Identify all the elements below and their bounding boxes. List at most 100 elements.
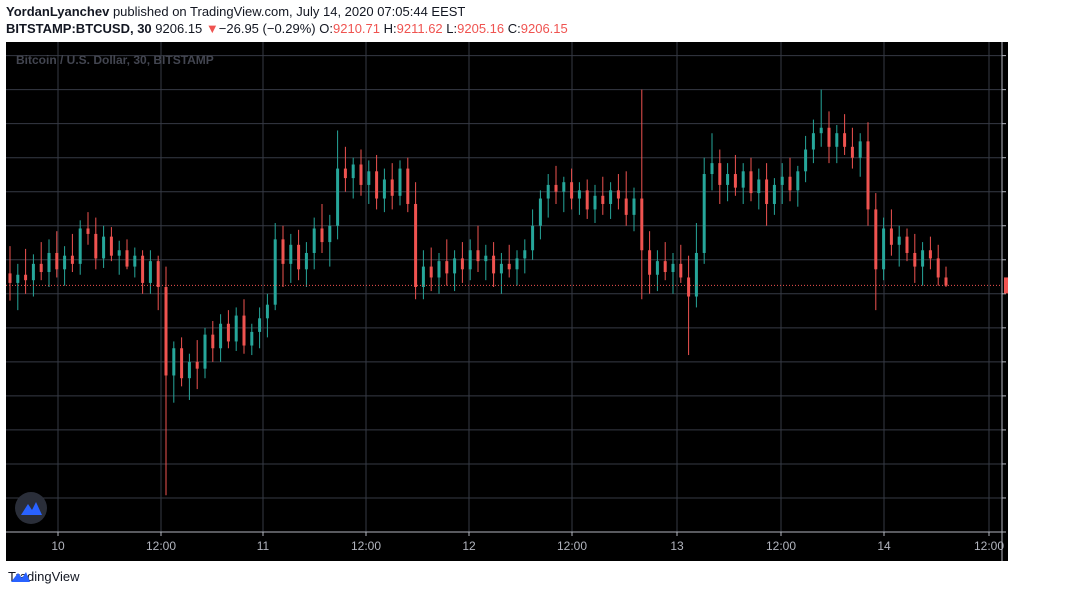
candle-body [757, 179, 761, 194]
price-badge-bg [1004, 277, 1008, 294]
candle-body [16, 274, 20, 283]
candle-body [874, 209, 878, 270]
chart-panel[interactable]: 9025.0009050.0009075.0009100.0009125.000… [6, 42, 1008, 561]
candle-body [741, 171, 745, 188]
candle-body [663, 261, 667, 273]
candle-body [211, 334, 215, 349]
candle-body [827, 127, 831, 147]
candle-body [858, 141, 862, 158]
candle-body [515, 258, 519, 270]
candle-body [429, 266, 433, 278]
candle-body [788, 176, 792, 191]
high-value: 9211.62 [396, 21, 443, 36]
x-tick-label: 14 [877, 539, 891, 553]
candle-body [234, 315, 238, 342]
candle-body [601, 195, 605, 204]
close-value: 9206.15 [520, 21, 568, 36]
candle-body [718, 163, 722, 185]
candle-body [780, 176, 784, 185]
candle-body [749, 171, 753, 194]
candle-body [359, 164, 363, 185]
tradingview-cloud-icon [11, 572, 30, 582]
candle-body [640, 198, 644, 251]
candle-body [538, 198, 542, 226]
candle-body [117, 250, 121, 256]
candle-body [382, 179, 386, 199]
candle-body [47, 252, 51, 273]
x-tick-label: 12:00 [146, 539, 176, 553]
candle-body [351, 164, 355, 179]
candle-body [102, 236, 106, 259]
publish-line: YordanLyanchev published on TradingView.… [6, 4, 465, 19]
candle-body [507, 263, 511, 270]
candle-body [733, 174, 737, 188]
candle-body [484, 255, 488, 262]
candle-body [70, 255, 74, 264]
x-tick-label: 11 [257, 539, 270, 553]
candle-body [367, 171, 371, 185]
x-tick-label: 12:00 [974, 539, 1004, 553]
candle-body [523, 250, 527, 259]
candle-body [811, 133, 815, 150]
candle-body [671, 263, 675, 273]
candle-body [289, 244, 293, 264]
candle-body [913, 252, 917, 267]
candle-body [632, 198, 636, 215]
candle-body [125, 250, 129, 267]
x-tick-label: 12:00 [766, 539, 796, 553]
candle-body [421, 266, 425, 287]
down-arrow-icon: ▼ [205, 21, 219, 36]
candle-body [219, 323, 223, 349]
candle-body [8, 273, 12, 283]
candlestick-chart[interactable]: 9025.0009050.0009075.0009100.0009125.000… [6, 42, 1008, 561]
candle-body [63, 255, 67, 270]
open-value: 9210.71 [333, 21, 380, 36]
price-change: −26.95 (−0.29%) [218, 21, 316, 36]
candle-body [460, 258, 464, 270]
candle-body [172, 348, 176, 376]
candle-body [320, 228, 324, 243]
chart-watermark: Bitcoin / U.S. Dollar, 30, BITSTAMP [16, 53, 214, 67]
candle-body [226, 323, 230, 342]
candle-body [468, 250, 472, 270]
candle-body [328, 225, 332, 243]
candle-body [616, 190, 620, 199]
candle-body [796, 171, 800, 191]
candle-body [655, 261, 659, 275]
candle-body [250, 331, 254, 346]
candle-body [156, 261, 160, 287]
candle-body [772, 184, 776, 204]
candle-body [375, 171, 379, 199]
low-value: 9205.16 [457, 21, 505, 36]
footer-brand[interactable]: TradingView [8, 569, 80, 584]
candle-body [609, 190, 613, 204]
candle-body [897, 236, 901, 245]
candle-body [336, 168, 340, 226]
candle-body [593, 195, 597, 210]
candle-body [265, 304, 269, 319]
candle-body [24, 274, 28, 281]
x-tick-label: 12 [462, 539, 476, 553]
x-tick-label: 10 [51, 539, 65, 553]
candle-body [343, 168, 347, 179]
candle-body [554, 184, 558, 192]
last-price: 9206.15 [155, 21, 203, 36]
candle-body [164, 287, 168, 376]
author-name[interactable]: YordanLyanchev [6, 4, 110, 19]
candle-body [710, 163, 714, 175]
candle-body [31, 263, 35, 281]
low-label: L: [446, 21, 458, 36]
candle-body [866, 141, 870, 210]
candle-body [679, 263, 683, 278]
candle-body [141, 255, 145, 283]
candle-body [562, 182, 566, 192]
candle-body [398, 168, 402, 196]
candle-body [281, 239, 285, 264]
close-label: C: [507, 21, 521, 36]
candle-body [476, 250, 480, 262]
candle-body [702, 174, 706, 253]
candle-body [187, 361, 191, 379]
candle-body [546, 184, 550, 199]
candle-body [905, 236, 909, 253]
candle-body [180, 348, 184, 379]
